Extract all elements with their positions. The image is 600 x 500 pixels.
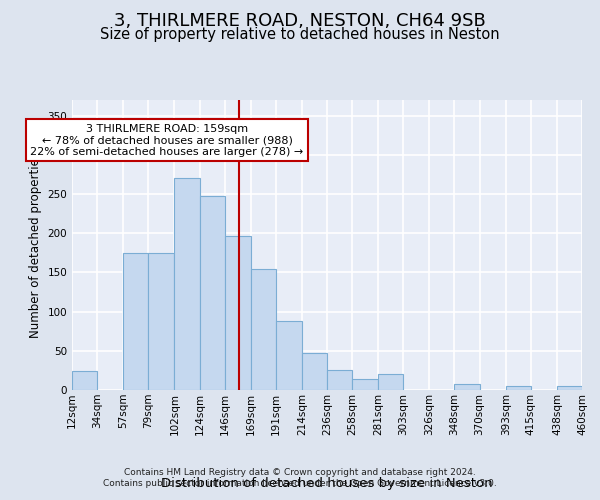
- Text: Size of property relative to detached houses in Neston: Size of property relative to detached ho…: [100, 28, 500, 42]
- Bar: [506, 386, 531, 390]
- Bar: [251, 268, 276, 390]
- Bar: [148, 253, 175, 390]
- Bar: [302, 353, 327, 390]
- Bar: [276, 321, 302, 390]
- Bar: [378, 374, 403, 390]
- Y-axis label: Number of detached properties: Number of detached properties: [29, 152, 42, 338]
- Bar: [72, 371, 97, 390]
- Bar: [175, 178, 199, 390]
- Bar: [224, 236, 251, 390]
- Text: 3 THIRLMERE ROAD: 159sqm
← 78% of detached houses are smaller (988)
22% of semi-: 3 THIRLMERE ROAD: 159sqm ← 78% of detach…: [31, 124, 304, 156]
- Text: 3, THIRLMERE ROAD, NESTON, CH64 9SB: 3, THIRLMERE ROAD, NESTON, CH64 9SB: [114, 12, 486, 30]
- Bar: [199, 196, 224, 390]
- Bar: [455, 384, 479, 390]
- X-axis label: Distribution of detached houses by size in Neston: Distribution of detached houses by size …: [161, 476, 493, 490]
- Bar: [123, 253, 148, 390]
- Bar: [557, 386, 582, 390]
- Bar: [327, 370, 352, 390]
- Bar: [352, 379, 378, 390]
- Text: Contains HM Land Registry data © Crown copyright and database right 2024.
Contai: Contains HM Land Registry data © Crown c…: [103, 468, 497, 487]
